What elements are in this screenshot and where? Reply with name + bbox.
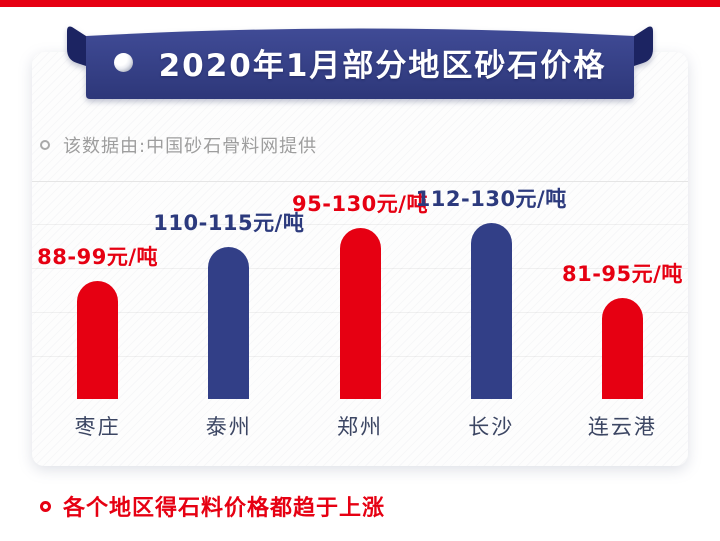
banner: 2020年1月部分地区砂石价格 <box>86 30 634 94</box>
top-accent-bar <box>0 0 720 7</box>
source-note-row: 该数据由:中国砂石骨料网提供 <box>40 132 317 158</box>
circle-bullet-icon <box>40 140 50 150</box>
bar-column-lianyungang: 81-95元/吨 <box>557 190 688 399</box>
category-label-lianyungang: 连云港 <box>587 415 657 439</box>
bar-column-zaozhuang: 88-99元/吨 <box>32 190 163 399</box>
category-label-zaozhuang: 枣庄 <box>74 415 121 439</box>
bar-taizhou <box>208 247 250 399</box>
bar-column-changsha: 112-130元/吨 <box>416 187 566 399</box>
footer-note-row: 各个地区得石料价格都趋于上涨 <box>40 490 385 522</box>
category-label-taizhou: 泰州 <box>205 415 252 439</box>
banner-ribbon <box>67 26 653 99</box>
ribbon-right-fold <box>634 26 653 66</box>
gridline <box>32 224 688 225</box>
ribbon-body <box>86 28 634 99</box>
footer-note: 各个地区得石料价格都趋于上涨 <box>63 496 386 521</box>
value-label: 112-130元/吨 <box>415 187 567 211</box>
ribbon-left-fold <box>67 26 86 66</box>
source-note: 该数据由:中国砂石骨料网提供 <box>63 136 318 157</box>
value-label: 95-130元/吨 <box>292 192 428 216</box>
bar-lianyungang <box>601 298 643 399</box>
bar-column-taizhou: 110-115元/吨 <box>153 190 304 399</box>
bar-column-zhengzhou: 95-130元/吨 <box>292 190 428 399</box>
value-label: 110-115元/吨 <box>153 211 305 235</box>
sphere-bullet-icon <box>113 52 133 72</box>
page-title: 2020年1月部分地区砂石价格 <box>158 47 607 84</box>
divider-line <box>32 181 688 182</box>
category-label-changsha: 长沙 <box>468 415 515 439</box>
category-axis: 枣庄 泰州 郑州 长沙 连云港 <box>32 408 688 444</box>
category-label-zhengzhou: 郑州 <box>337 415 383 439</box>
value-label: 81-95元/吨 <box>561 262 683 286</box>
bar-changsha <box>470 223 512 399</box>
bar-zhengzhou <box>339 228 381 399</box>
bar-chart: 88-99元/吨 110-115元/吨 95-130元/吨 112-130元/吨… <box>32 187 688 399</box>
value-label: 88-99元/吨 <box>37 245 159 269</box>
bar-zaozhuang <box>77 281 119 399</box>
circle-bullet-icon <box>40 500 51 512</box>
